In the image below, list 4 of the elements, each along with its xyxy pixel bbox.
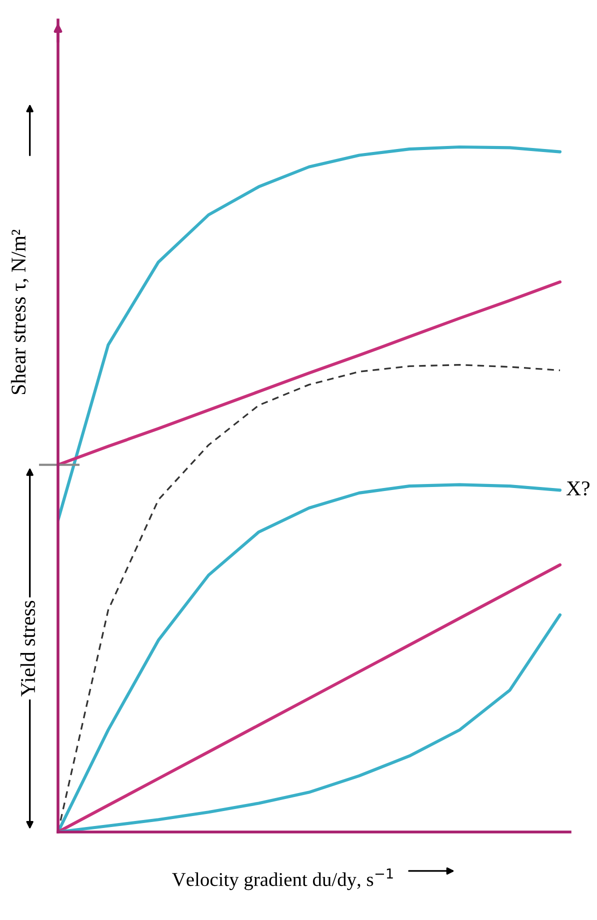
y-axis-title: Shear stress τ, N/m²: [10, 230, 29, 394]
text: Yield stress: [20, 600, 36, 697]
series-label: X?: [566, 481, 590, 496]
x-axis-title: Velocity gradient du/dy, s$^{−1}$: [172, 868, 393, 890]
